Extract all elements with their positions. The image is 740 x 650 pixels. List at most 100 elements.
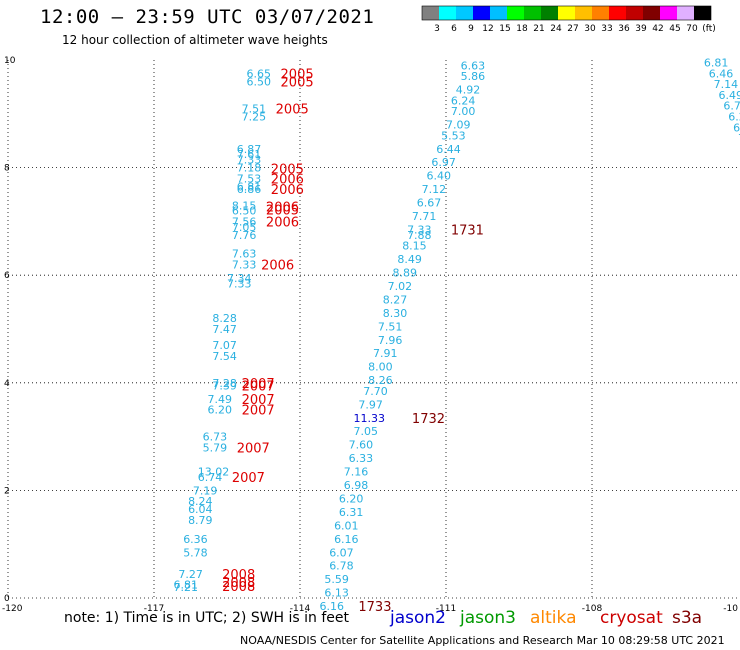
pass-time-label: 2006 [266,215,299,230]
swh-value: 7.51 [378,320,403,333]
swh-value: 7.19 [193,484,218,497]
colorbar-label: 39 [635,24,647,34]
swh-value: 6.13 [324,587,349,600]
swh-value: 7.56 [232,215,257,228]
y-tick-label: 4 [4,379,10,389]
swh-value: 7.25 [242,110,267,123]
swh-value: 7.07 [212,339,237,352]
swh-value: 7.61 [237,148,262,161]
swh-value: 7.10 [738,132,740,145]
colorbar-swatch [677,6,694,20]
colorbar-swatch [626,6,643,20]
colorbar-label: 70 [686,24,698,34]
colorbar-swatch [660,6,677,20]
colorbar-label: 12 [482,24,493,34]
swh-value: 5.79 [203,441,228,454]
pass-time-label: 2006 [271,172,304,187]
colorbar-label: 33 [601,24,612,34]
y-tick-label: 8 [4,164,10,174]
pass-time-label: 2006 [271,183,304,198]
swh-value: 8.15 [402,240,427,253]
pass-time-label: 2007 [242,379,275,394]
pass-time-label: 2007 [237,441,270,456]
swh-value: 8.24 [188,495,213,508]
pass-time-label: 2006 [266,200,299,215]
colorbar-label: 42 [652,24,663,34]
swh-value: 6.73 [203,431,228,444]
x-tick-label: -10 [723,604,738,614]
swh-value: 7.33 [407,223,432,236]
legend-jason2: jason2 [390,608,446,628]
swh-value: 7.60 [349,439,374,452]
legend-jason3: jason3 [460,608,516,628]
swh-value: 7.39 [212,379,237,392]
swh-value: 7.12 [422,183,447,196]
swh-value: 7.70 [363,385,388,398]
colorbar-label: 18 [516,24,528,34]
chart-subtitle: 12 hour collection of altimeter wave hei… [62,33,328,47]
swh-value: 6.81 [704,57,729,70]
footer-credit: NOAA/NESDIS Center for Satellite Applica… [240,634,725,647]
swh-value: 7.54 [212,350,237,363]
swh-value: 7.51 [242,102,267,115]
colorbar-swatch [524,6,541,20]
pass-time-label: 2007 [232,471,265,486]
pass-time-label: 2008 [222,580,255,595]
pass-time-label: 2006 [261,258,294,273]
swh-value: 7.47 [212,323,237,336]
pass-time-label: 2005 [271,163,304,178]
swh-value: 6.27 [728,110,740,123]
swh-value: 6.33 [349,452,374,465]
swh-value: 6.97 [431,156,456,169]
swh-value: 4.92 [456,84,481,97]
colorbar-swatch [507,6,524,20]
colorbar-swatch [643,6,660,20]
swh-value: 11.33 [354,412,386,425]
swh-value: 6.88 [733,121,740,134]
colorbar-swatch [609,6,626,20]
swh-value: 6.31 [339,506,364,519]
colorbar-swatch [473,6,490,20]
axis-ticks: -120 -117 -114 -111 -108 -10 0 2 4 6 8 10 [2,56,738,614]
swh-value: 6.16 [334,533,359,546]
swh-value: 7.02 [388,280,413,293]
colorbar-label: 36 [618,24,630,34]
colorbar-swatch [592,6,609,20]
pass-time-label: 2005 [281,76,314,91]
swh-value: 8.89 [392,267,417,280]
pass-time-label: 1732 [412,412,445,427]
colorbar-swatch [694,6,711,20]
swh-value: 6.98 [344,479,369,492]
swh-value: 6.07 [329,546,354,559]
y-tick-label: 6 [4,271,10,281]
pass-time-label: 2007 [242,377,275,392]
swh-value: 7.05 [354,425,379,438]
swh-value: 7.09 [446,119,471,132]
colorbar-label: 9 [468,24,474,34]
pass-time-label: 2007 [242,393,275,408]
swh-value: 6.81 [173,579,198,592]
swh-value: 6.81 [237,180,262,193]
colorbar-swatch [558,6,575,20]
swh-value: 7.21 [173,581,198,594]
swh-value: 6.50 [246,76,271,89]
swh-value: 6.49 [719,89,740,102]
x-tick-label: -117 [144,604,164,614]
swh-value: 7.14 [714,78,739,91]
y-tick-label: 2 [4,486,10,496]
swh-value: 6.74 [198,471,223,484]
legend-altika: altika [530,608,577,628]
x-tick-label: -120 [2,604,23,614]
swh-value: 6.36 [183,533,208,546]
colorbar-swatch [541,6,558,20]
swh-value: 7.96 [378,334,403,347]
swh-value: 8.30 [383,307,408,320]
pass-labels: 2005200520052005200620062006200520062006… [222,67,484,615]
swh-value: 8.79 [188,514,213,527]
pass-time-label: 2008 [222,576,255,591]
swh-value: 6.01 [334,519,359,532]
swh-value: 6.50 [232,205,257,218]
swh-value: 6.79 [723,100,740,113]
colorbar-label: 6 [451,24,457,34]
